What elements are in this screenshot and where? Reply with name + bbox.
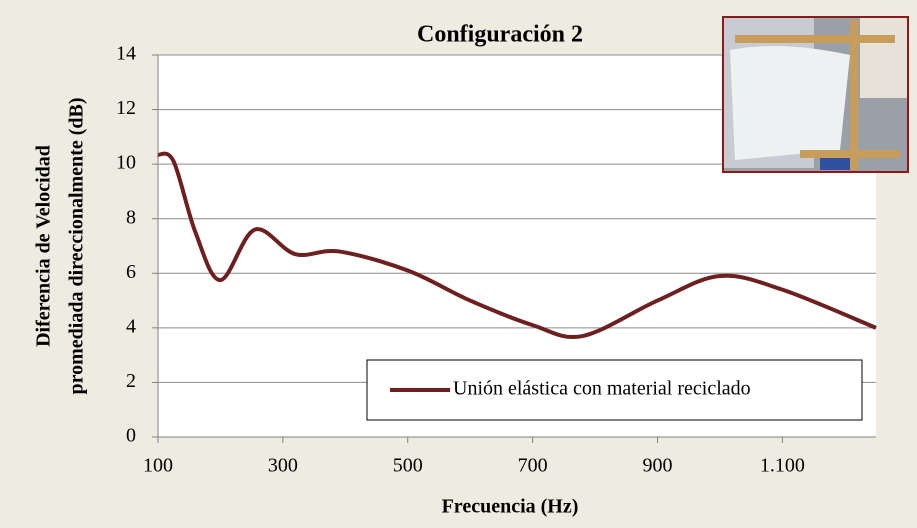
- x-tick-label: 300: [268, 455, 298, 477]
- photo: [722, 16, 909, 173]
- x-tick-label: 100: [143, 455, 173, 477]
- photo-wall: [860, 18, 907, 98]
- y-tick-label: 6: [126, 261, 136, 283]
- photo-frame-wood: [735, 35, 895, 43]
- y-tick-label: 14: [116, 43, 136, 65]
- y-tick-label: 4: [126, 315, 136, 337]
- photo-frame-wood: [850, 20, 858, 170]
- y-tick-label: 8: [126, 206, 136, 228]
- y-tick-label: 10: [116, 152, 136, 174]
- x-axis-label: Frecuencia (Hz): [442, 496, 579, 518]
- y-axis-label: promediada direccionalmente (dB): [66, 97, 88, 394]
- plot-layer: 0 2 4 6 8 10 12 14 100 300 500 700 900 1.100 Unión elá…: [116, 43, 877, 477]
- x-tick-label: 900: [642, 455, 672, 477]
- x-tick-label: 500: [393, 455, 423, 477]
- x-tick-label: 1.100: [760, 455, 805, 477]
- y-tick-label: 2: [126, 370, 136, 392]
- x-tick-label: 700: [518, 455, 548, 477]
- photo-fabric: [730, 46, 850, 160]
- photo-object: [820, 158, 850, 170]
- legend-label: Unión elástica con material reciclado: [453, 378, 751, 400]
- photo-frame-wood: [800, 150, 900, 158]
- data-line: [157, 151, 877, 339]
- y-tick-label: 0: [126, 425, 136, 447]
- y-tick-label: 12: [116, 97, 136, 119]
- y-axis-label: Diferencia de Velocidad: [33, 145, 55, 347]
- chart-title: Configuración 2: [417, 22, 583, 48]
